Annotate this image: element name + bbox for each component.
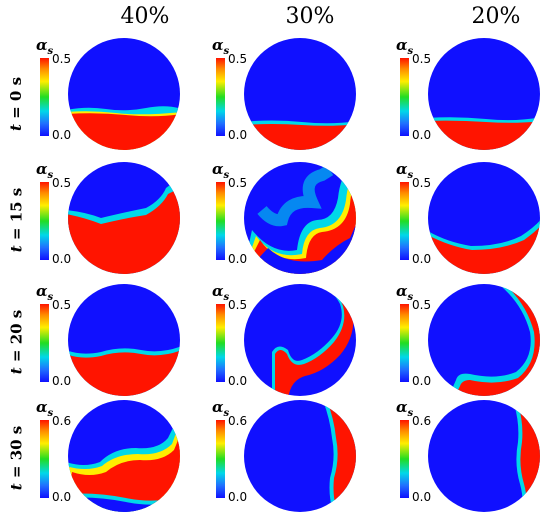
- colorbar: [40, 58, 49, 136]
- colorbar-min: 0.0: [52, 490, 72, 504]
- colorbar-min: 0.0: [412, 490, 432, 504]
- panel-r3-c20: αs 0.6 0.0: [396, 398, 546, 516]
- colorbar-title: αs: [212, 160, 230, 181]
- colorbar-max: 0.5: [228, 298, 248, 312]
- colorbar: [400, 304, 409, 382]
- colorbar-title: αs: [36, 36, 54, 57]
- panel-r1-c30: αs 0.5 0.0: [212, 160, 362, 278]
- panel-r3-c40: αs 0.6 0.0: [36, 398, 186, 516]
- colorbar-max: 0.5: [412, 176, 432, 190]
- colorbar-title: αs: [212, 36, 230, 57]
- contour-disc: [68, 38, 180, 150]
- panel-r0-c40: αs 0.5 0.0: [36, 36, 186, 154]
- colorbar-max: 0.5: [228, 176, 248, 190]
- colorbar-max: 0.6: [228, 414, 248, 428]
- contour-disc: [68, 162, 180, 274]
- colorbar: [216, 420, 225, 498]
- colorbar-min: 0.0: [228, 374, 248, 388]
- colorbar-max: 0.5: [412, 52, 432, 66]
- contour-disc: [244, 162, 356, 274]
- colorbar-min: 0.0: [52, 374, 72, 388]
- panel-r1-c20: αs 0.5 0.0: [396, 160, 546, 278]
- colorbar-title: αs: [396, 160, 414, 181]
- colorbar-max: 0.5: [52, 176, 72, 190]
- colorbar: [216, 182, 225, 260]
- panel-r2-c40: αs 0.5 0.0: [36, 282, 186, 400]
- contour-disc: [428, 38, 540, 150]
- colorbar: [400, 420, 409, 498]
- colorbar-title: αs: [396, 36, 414, 57]
- contour-disc: [244, 38, 356, 150]
- colorbar-max: 0.5: [52, 298, 72, 312]
- colorbar-min: 0.0: [228, 252, 248, 266]
- panel-r2-c20: αs 0.5 0.0: [396, 282, 546, 400]
- colorbar-title: αs: [36, 398, 54, 419]
- column-header-20: 20%: [471, 4, 521, 29]
- contour-disc: [428, 162, 540, 274]
- column-header-30: 30%: [285, 4, 335, 29]
- contour-disc: [244, 284, 356, 396]
- colorbar-title: αs: [36, 282, 54, 303]
- row-label-t30: t = 30 s: [7, 425, 25, 491]
- contour-disc: [244, 400, 356, 512]
- contour-disc: [428, 400, 540, 512]
- colorbar: [400, 58, 409, 136]
- contour-disc: [68, 284, 180, 396]
- colorbar-min: 0.0: [228, 128, 248, 142]
- panel-r2-c30: αs 0.5 0.0: [212, 282, 362, 400]
- colorbar-min: 0.0: [412, 128, 432, 142]
- panel-r0-c20: αs 0.5 0.0: [396, 36, 546, 154]
- colorbar-title: αs: [212, 398, 230, 419]
- panel-r3-c30: αs 0.6 0.0: [212, 398, 362, 516]
- colorbar: [40, 182, 49, 260]
- column-header-40: 40%: [120, 4, 170, 29]
- colorbar-title: αs: [396, 398, 414, 419]
- contour-disc: [428, 284, 540, 396]
- colorbar-min: 0.0: [412, 374, 432, 388]
- colorbar-min: 0.0: [228, 490, 248, 504]
- colorbar-title: αs: [396, 282, 414, 303]
- colorbar: [216, 304, 225, 382]
- colorbar-title: αs: [212, 282, 230, 303]
- colorbar-min: 0.0: [52, 128, 72, 142]
- colorbar: [216, 58, 225, 136]
- panel-r1-c40: αs 0.5 0.0: [36, 160, 186, 278]
- colorbar-min: 0.0: [52, 252, 72, 266]
- colorbar-max: 0.6: [412, 414, 432, 428]
- contour-disc: [68, 400, 180, 512]
- row-label-t20: t = 20 s: [7, 309, 25, 375]
- colorbar-max: 0.5: [228, 52, 248, 66]
- colorbar: [40, 304, 49, 382]
- colorbar-min: 0.0: [412, 252, 432, 266]
- colorbar: [400, 182, 409, 260]
- row-label-t15: t = 15 s: [7, 187, 25, 253]
- row-label-t0: t = 0 s: [7, 76, 25, 132]
- colorbar-max: 0.5: [412, 298, 432, 312]
- colorbar-max: 0.5: [52, 52, 72, 66]
- colorbar-max: 0.6: [52, 414, 72, 428]
- colorbar-title: αs: [36, 160, 54, 181]
- panel-r0-c30: αs 0.5 0.0: [212, 36, 362, 154]
- colorbar: [40, 420, 49, 498]
